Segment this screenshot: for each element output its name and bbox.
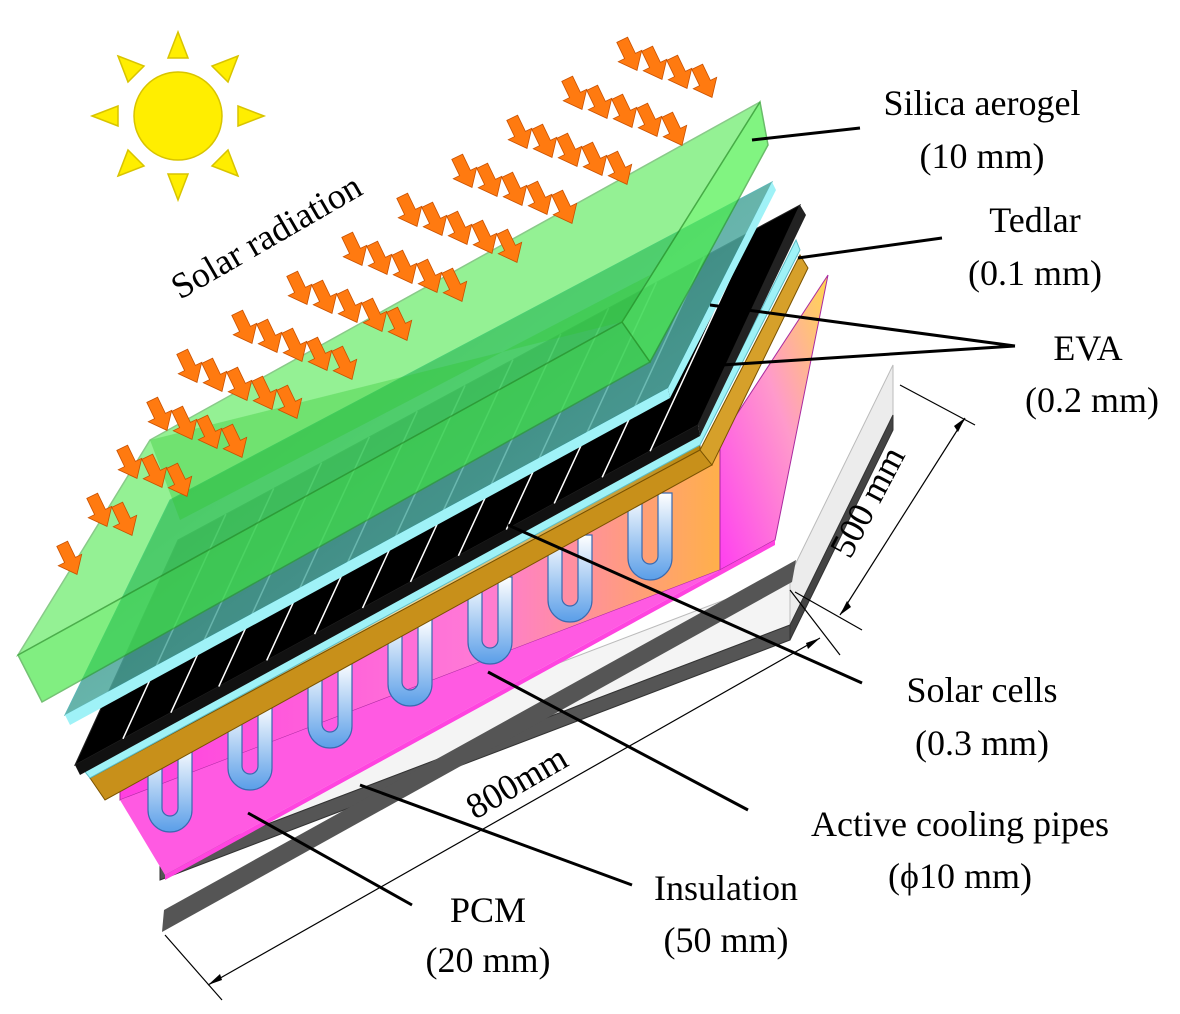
- radiation-arrow: [531, 123, 558, 158]
- radiation-arrow: [176, 348, 203, 383]
- radiation-arrow: [581, 141, 608, 176]
- radiation-arrow: [441, 267, 468, 302]
- radiation-arrow: [616, 36, 643, 71]
- cooling-pipe: [627, 492, 673, 581]
- radiation-arrow: [116, 444, 143, 479]
- aerogel-label: Silica aerogel: [884, 83, 1081, 123]
- radiation-arrow: [606, 150, 633, 185]
- radiation-arrow: [451, 153, 478, 188]
- radiation-arrow: [386, 306, 413, 341]
- radiation-arrow: [196, 414, 223, 449]
- radiation-arrow: [341, 231, 368, 266]
- cooling-pipes-spec: (ϕ10 mm): [888, 856, 1032, 896]
- radiation-arrow: [641, 45, 668, 80]
- radiation-arrow: [476, 162, 503, 197]
- radiation-arrow: [336, 288, 363, 323]
- radiation-arrow: [416, 258, 443, 293]
- radiation-arrow: [276, 384, 303, 419]
- radiation-arrow: [611, 93, 638, 128]
- radiation-arrow: [201, 357, 228, 392]
- radiation-arrow: [496, 228, 523, 263]
- radiation-arrow: [171, 405, 198, 440]
- radiation-arrow: [251, 375, 278, 410]
- radiation-arrow: [221, 423, 248, 458]
- solar-radiation-arrows: [56, 36, 718, 575]
- cooling-pipe: [467, 576, 513, 665]
- insulation-label: Insulation: [654, 868, 798, 908]
- radiation-arrow: [141, 453, 168, 488]
- cooling-pipe: [307, 660, 353, 749]
- radiation-arrow: [361, 297, 388, 332]
- aerogel-spec: (10 mm): [920, 136, 1045, 176]
- radiation-arrow: [366, 240, 393, 275]
- radiation-arrow: [586, 84, 613, 119]
- dimension-lines: [164, 384, 976, 1001]
- radiation-arrow: [231, 309, 258, 344]
- radiation-arrow: [391, 249, 418, 284]
- pcm-label: PCM: [450, 890, 526, 930]
- radiation-arrow: [146, 396, 173, 431]
- radiation-arrow: [636, 102, 663, 137]
- tedlar-spec: (0.1 mm): [968, 253, 1102, 293]
- tedlar-label: Tedlar: [989, 200, 1080, 240]
- radiation-arrow: [306, 336, 333, 371]
- radiation-arrow: [311, 279, 338, 314]
- radiation-arrow: [666, 54, 693, 89]
- radiation-arrow: [421, 201, 448, 236]
- radiation-arrow: [561, 75, 588, 110]
- solar-radiation-label: Solar radiation: [164, 166, 368, 307]
- radiation-arrow: [256, 318, 283, 353]
- cooling-pipe: [387, 618, 433, 707]
- cooling-pipes-label: Active cooling pipes: [811, 804, 1109, 844]
- pcm-spec: (20 mm): [426, 940, 551, 980]
- radiation-arrow: [526, 180, 553, 215]
- solar-cells-label: Solar cells: [907, 670, 1058, 710]
- radiation-arrow: [286, 270, 313, 305]
- radiation-arrow: [501, 171, 528, 206]
- eva-spec: (0.2 mm): [1025, 380, 1159, 420]
- radiation-arrow: [86, 492, 113, 527]
- sun-icon: [89, 29, 267, 203]
- eva-label: EVA: [1053, 328, 1122, 368]
- insulation-spec: (50 mm): [664, 920, 789, 960]
- radiation-arrow: [471, 219, 498, 254]
- radiation-arrow: [551, 189, 578, 224]
- radiation-arrow: [331, 345, 358, 380]
- radiation-arrow: [691, 63, 718, 98]
- radiation-arrow: [111, 501, 138, 536]
- radiation-arrow: [56, 540, 83, 575]
- radiation-arrow: [446, 210, 473, 245]
- radiation-arrow: [556, 132, 583, 167]
- radiation-arrow: [166, 462, 193, 497]
- radiation-arrow: [396, 192, 423, 227]
- radiation-arrow: [661, 111, 688, 146]
- solar-cells-spec: (0.3 mm): [915, 723, 1049, 763]
- radiation-arrow: [506, 114, 533, 149]
- radiation-arrow: [281, 327, 308, 362]
- leader-lines: [247, 126, 1016, 907]
- radiation-arrow: [226, 366, 253, 401]
